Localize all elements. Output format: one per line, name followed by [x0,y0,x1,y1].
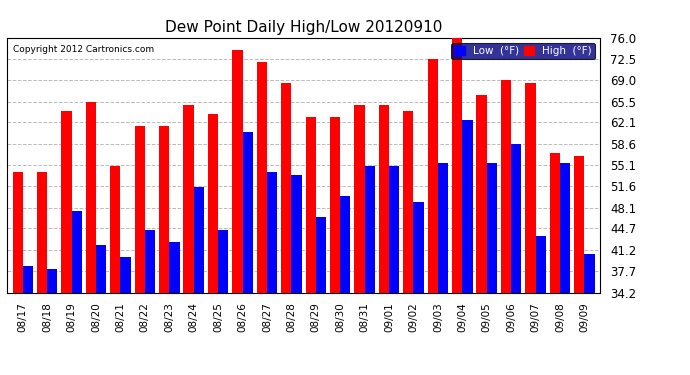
Bar [501,80,511,292]
Bar [574,156,584,292]
Bar [428,59,438,292]
Bar [389,166,400,292]
Bar [37,172,47,292]
Bar [281,83,291,292]
Bar [257,62,267,292]
Bar [145,230,155,292]
Bar [306,117,316,292]
Bar [462,120,473,292]
Bar [316,217,326,292]
Bar [23,266,33,292]
Bar [550,153,560,292]
Bar [159,126,169,292]
Bar [340,196,351,292]
Bar [535,236,546,292]
Bar [452,34,462,292]
Bar [584,254,595,292]
Bar [121,257,130,292]
Bar [486,162,497,292]
Bar [194,187,204,292]
Bar [96,245,106,292]
Bar [267,172,277,292]
Text: Copyright 2012 Cartronics.com: Copyright 2012 Cartronics.com [13,45,154,54]
Bar [86,102,96,292]
Title: Dew Point Daily High/Low 20120910: Dew Point Daily High/Low 20120910 [165,20,442,35]
Bar [218,230,228,292]
Legend: Low  (°F), High  (°F): Low (°F), High (°F) [451,43,595,59]
Bar [355,105,364,292]
Bar [403,111,413,292]
Bar [233,50,243,292]
Bar [135,126,145,292]
Bar [47,269,57,292]
Bar [364,166,375,292]
Bar [511,144,522,292]
Bar [379,105,389,292]
Bar [291,175,302,292]
Bar [184,105,194,292]
Bar [243,132,253,292]
Bar [438,162,449,292]
Bar [413,202,424,292]
Bar [110,166,121,292]
Bar [525,83,535,292]
Bar [560,162,570,292]
Bar [72,211,82,292]
Bar [169,242,179,292]
Bar [12,172,23,292]
Bar [61,111,72,292]
Bar [330,117,340,292]
Bar [477,96,486,292]
Bar [208,114,218,292]
